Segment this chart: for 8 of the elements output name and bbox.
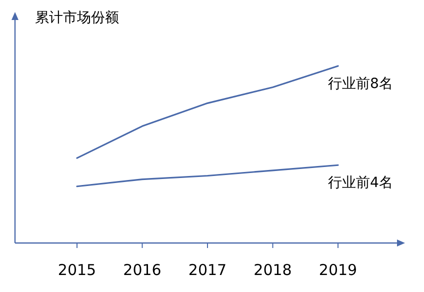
x-tick-label: 2019 xyxy=(318,261,358,279)
series-label: 行业前8名 xyxy=(328,76,393,92)
x-tick-label: 2015 xyxy=(58,261,96,279)
x-tick-label: 2018 xyxy=(254,261,292,279)
x-tick-label: 2016 xyxy=(123,261,162,279)
series-label: 行业前4名 xyxy=(328,175,393,192)
chart-title: 累计市场份额 xyxy=(35,10,119,26)
x-tick-label: 2017 xyxy=(188,261,227,279)
